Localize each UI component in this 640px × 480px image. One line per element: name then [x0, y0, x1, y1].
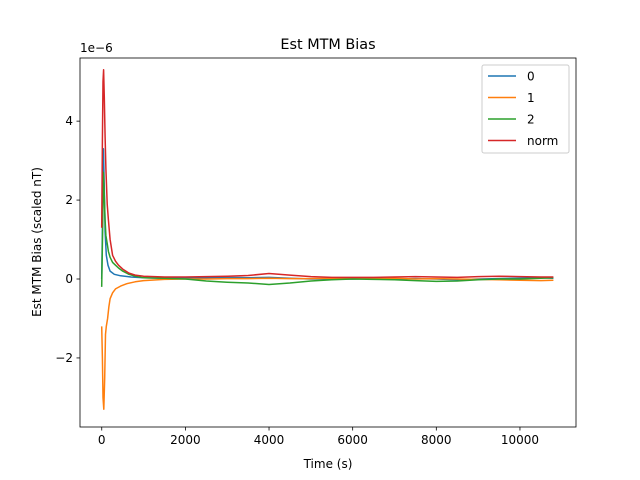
- series-line-2: [100, 171, 554, 287]
- legend-box: [481, 64, 570, 154]
- y-axis-ticks: −2 0 2 4: [55, 114, 80, 365]
- legend-label-2: 2: [527, 113, 535, 127]
- y-tick-label: −2: [55, 351, 73, 365]
- legend-label-3: norm: [527, 134, 558, 148]
- y-tick-label: 0: [65, 272, 73, 286]
- x-tick-label: 10000: [501, 433, 539, 447]
- x-tick-label: 0: [98, 433, 106, 447]
- y-axis-label: Est MTM Bias (scaled nT): [30, 167, 44, 317]
- x-tick-label: 2000: [170, 433, 201, 447]
- x-axis-label: Time (s): [303, 457, 353, 471]
- x-tick-label: 8000: [421, 433, 452, 447]
- legend-label-1: 1: [527, 91, 535, 105]
- series-line-3: [100, 69, 554, 279]
- legend-label-0: 0: [527, 70, 535, 84]
- legend: 0 1 2 norm: [481, 64, 570, 154]
- chart-title: Est MTM Bias: [280, 37, 375, 53]
- x-tick-label: 6000: [337, 433, 368, 447]
- x-tick-label: 4000: [254, 433, 285, 447]
- x-axis-ticks: 0 2000 4000 6000 8000 10000: [98, 427, 539, 447]
- series-layer: [100, 69, 554, 410]
- y-scale-offset-label: 1e−6: [80, 41, 113, 55]
- y-tick-label: 4: [65, 114, 73, 128]
- series-line-1: [100, 277, 554, 410]
- y-tick-label: 2: [65, 193, 73, 207]
- plot-area-frame: [79, 57, 577, 428]
